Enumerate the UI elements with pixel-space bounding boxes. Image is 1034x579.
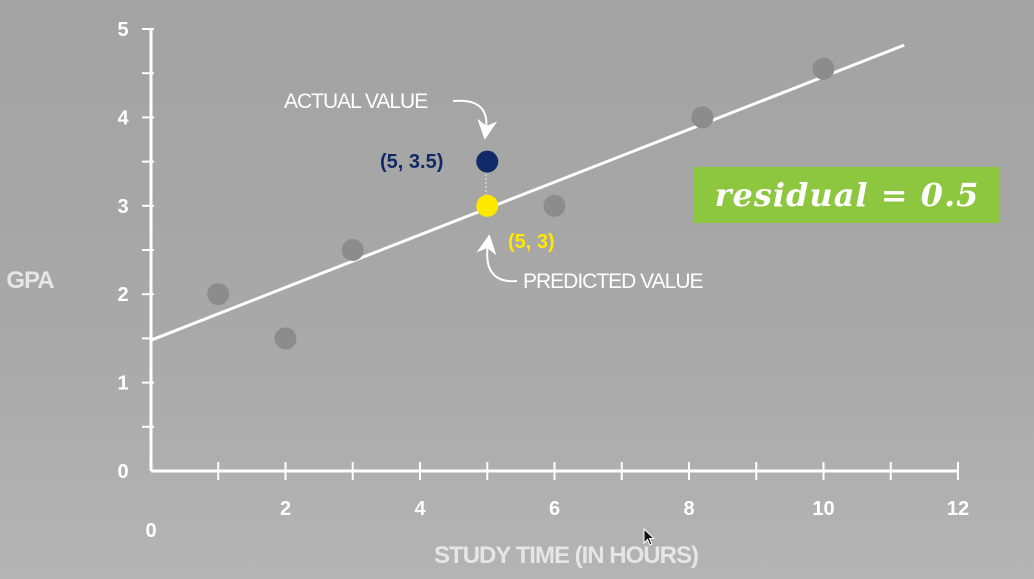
actual-point <box>476 150 499 173</box>
predicted-value-label: PREDICTED VALUE <box>523 270 703 293</box>
y-tick-label: 1 <box>117 373 128 395</box>
predicted-coordinate-label: (5, 3) <box>508 231 555 253</box>
predicted-point <box>476 194 499 217</box>
y-tick-label: 3 <box>117 196 128 218</box>
data-point <box>274 327 297 350</box>
x-tick-label: 10 <box>812 498 834 520</box>
predicted-value-arrow <box>476 234 518 283</box>
data-point <box>812 57 835 80</box>
y-tick-label: 0 <box>117 461 128 483</box>
x-axis-title: STUDY TIME (IN HOURS) <box>434 542 698 569</box>
x-tick-label: 6 <box>549 498 560 520</box>
data-point <box>341 239 364 261</box>
data-point <box>207 283 230 306</box>
residual-badge: residual = 0.5 <box>694 167 1000 223</box>
y-tick-label: 5 <box>117 19 128 41</box>
x-tick-label: 8 <box>683 498 694 520</box>
regression-line <box>150 43 905 342</box>
data-point <box>691 106 714 129</box>
y-tick-label: 2 <box>117 284 128 306</box>
actual-coordinate-label: (5, 3.5) <box>380 151 443 173</box>
mouse-cursor-icon <box>643 528 656 546</box>
actual-value-arrow <box>452 99 498 140</box>
x-tick-label: 12 <box>947 498 969 520</box>
x-tick-label: 2 <box>280 498 291 520</box>
x-tick-label: 4 <box>414 498 426 520</box>
y-tick-label: 4 <box>117 107 129 129</box>
x-tick-label: 0 <box>145 520 156 542</box>
actual-value-label: ACTUAL VALUE <box>284 90 428 113</box>
data-point <box>543 194 566 217</box>
y-axis-title: GPA <box>6 267 54 294</box>
